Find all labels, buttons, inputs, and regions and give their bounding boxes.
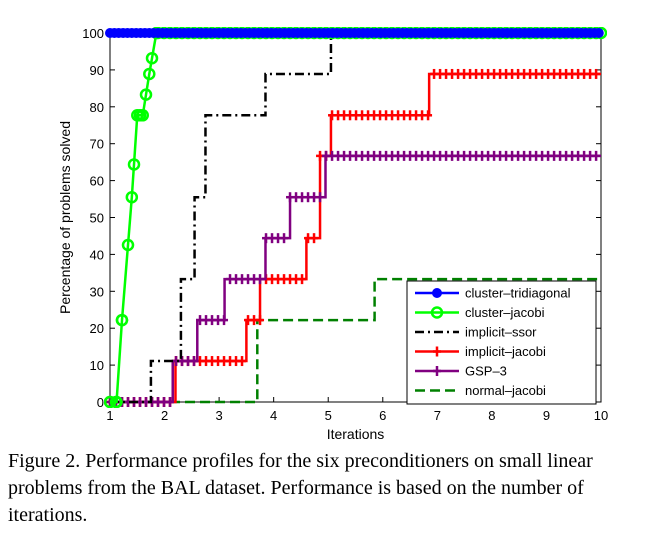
x-tick-label: 3: [215, 408, 222, 423]
legend-label: cluster–jacobi: [465, 305, 545, 320]
y-tick-label: 30: [90, 284, 104, 299]
x-tick-label: 6: [379, 408, 386, 423]
y-tick-label: 10: [90, 358, 104, 373]
legend-marker: [430, 306, 444, 319]
series-5: [110, 277, 601, 404]
data-point: [592, 150, 601, 161]
legend-label: implicit–ssor: [465, 325, 537, 340]
y-tick-label: 40: [90, 247, 104, 262]
performance-profile-chart: 1 2 3 4 5 6 7 8 9 100102030405060708090100Iterati…: [57, 26, 608, 442]
legend-marker: [432, 288, 442, 298]
y-tick-label: 100: [82, 26, 104, 41]
data-point: [256, 315, 265, 326]
data-point: [593, 28, 604, 38]
series-line: [110, 277, 601, 404]
x-tick-label: 2: [161, 408, 168, 423]
legend-box: [406, 280, 597, 405]
data-point: [110, 395, 123, 408]
data-point: [298, 274, 307, 285]
data-point: [125, 190, 139, 204]
y-tick-label: 80: [90, 100, 104, 115]
x-tick-label: 10: [594, 408, 608, 423]
y-tick-label: 50: [90, 211, 104, 226]
series-0: [105, 28, 604, 38]
y-tick-label: 90: [90, 63, 104, 78]
data-point: [316, 192, 325, 203]
x-tick-label: 8: [488, 408, 495, 423]
data-point: [238, 356, 247, 367]
legend-marker: [433, 366, 441, 376]
legend-label: normal–jacobi: [465, 383, 546, 398]
legend-label: cluster–tridiagonal: [465, 286, 571, 301]
x-tick-label: 4: [270, 408, 277, 423]
data-point: [121, 238, 135, 252]
data-point: [190, 356, 199, 367]
data-point: [220, 315, 229, 326]
y-tick-label: 60: [90, 174, 104, 189]
data-point: [145, 51, 159, 65]
plot-area: [104, 27, 607, 408]
data-point: [280, 233, 289, 244]
data-point: [592, 68, 601, 79]
series-2: [110, 31, 601, 404]
legend-label: implicit–jacobi: [465, 344, 546, 359]
y-tick-label: 70: [90, 137, 104, 152]
data-point: [143, 67, 156, 81]
data-point: [127, 158, 141, 171]
legend-label: GSP–3: [465, 364, 507, 379]
series-line: [110, 31, 601, 404]
y-tick-label: 20: [90, 321, 104, 336]
x-axis-label: Iterations: [327, 426, 385, 442]
data-point: [139, 88, 153, 101]
data-point: [136, 109, 149, 122]
data-point: [310, 233, 319, 244]
data-point: [131, 109, 144, 122]
y-axis-label: Percentage of problems solved: [57, 121, 73, 314]
legend: cluster–tridiagonal cluster–jacobi implici…: [406, 280, 597, 405]
x-tick-label: 1: [106, 408, 113, 423]
x-tick-label: 5: [325, 408, 332, 423]
x-tick-label: 7: [434, 408, 441, 423]
data-point: [256, 274, 265, 285]
data-point: [104, 395, 117, 408]
data-point: [424, 110, 433, 121]
legend-marker: [433, 346, 441, 357]
x-tick-label: 9: [543, 408, 550, 423]
data-point: [115, 313, 129, 327]
y-tick-label: 0: [97, 395, 104, 410]
data-point: [166, 397, 175, 407]
figure-caption: Figure 2. Performance profiles for the s…: [8, 450, 593, 526]
